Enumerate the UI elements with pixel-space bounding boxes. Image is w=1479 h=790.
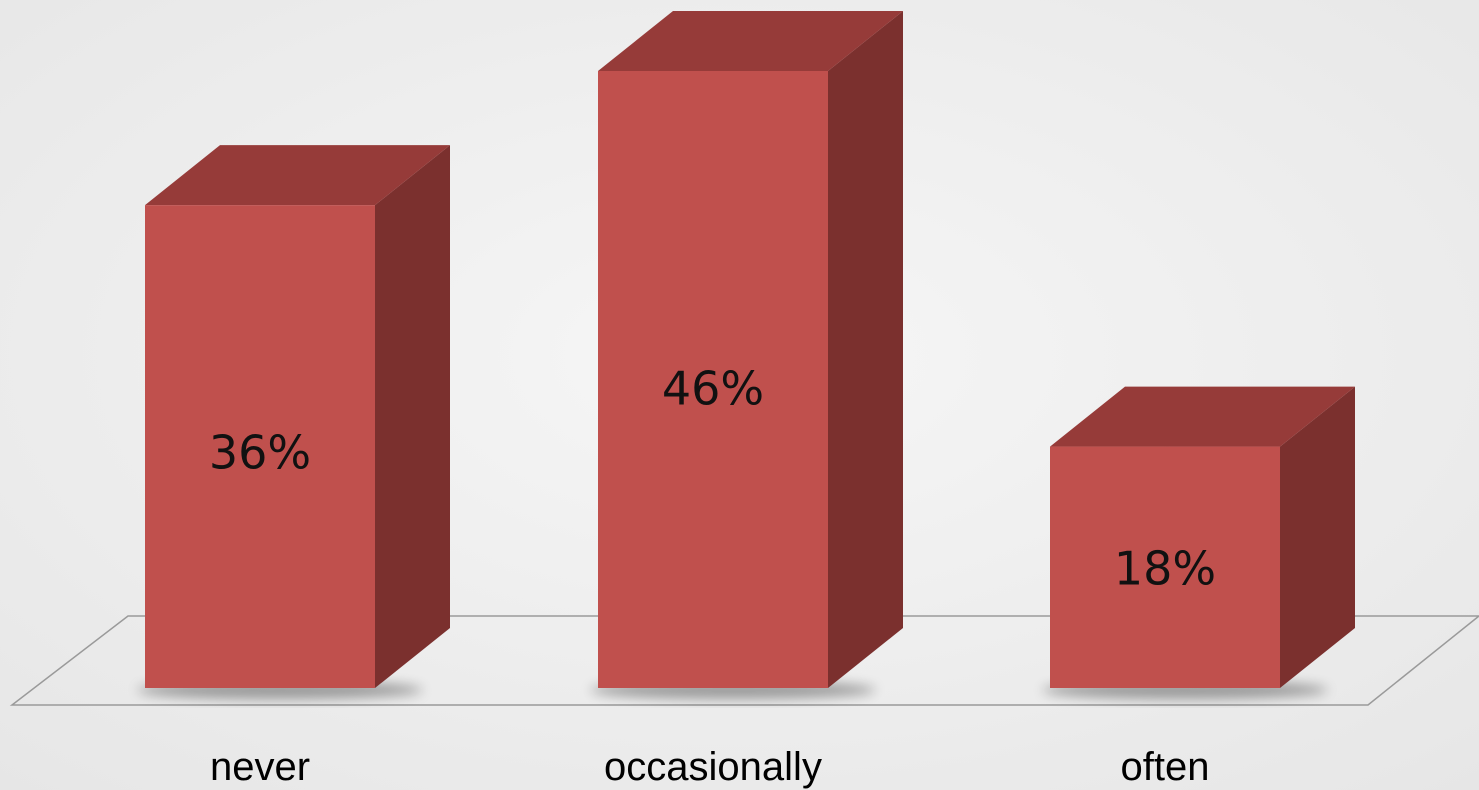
bar-top-never: [145, 145, 450, 206]
bar-side-often: [1280, 386, 1355, 688]
bar-never: [145, 205, 375, 688]
category-label-never: never: [210, 745, 310, 789]
bars-layer: [137, 11, 1355, 699]
data-label-often: 18%: [1114, 542, 1216, 596]
bar-side-occasionally: [828, 11, 903, 688]
bar-side-never: [375, 145, 450, 688]
data-label-never: 36%: [209, 426, 311, 480]
category-labels-layer: never occasionally often: [210, 745, 1210, 789]
bar-occasionally: [598, 71, 828, 688]
bar-often: [1050, 446, 1280, 688]
category-label-often: often: [1121, 745, 1210, 789]
bar-top-often: [1050, 386, 1355, 447]
data-label-occasionally: 46%: [662, 361, 764, 415]
category-label-occasionally: occasionally: [604, 745, 822, 789]
floor-plane: [9, 615, 1479, 706]
data-labels-layer: 36% 46% 18%: [209, 361, 1216, 595]
bar-top-occasionally: [598, 11, 903, 71]
